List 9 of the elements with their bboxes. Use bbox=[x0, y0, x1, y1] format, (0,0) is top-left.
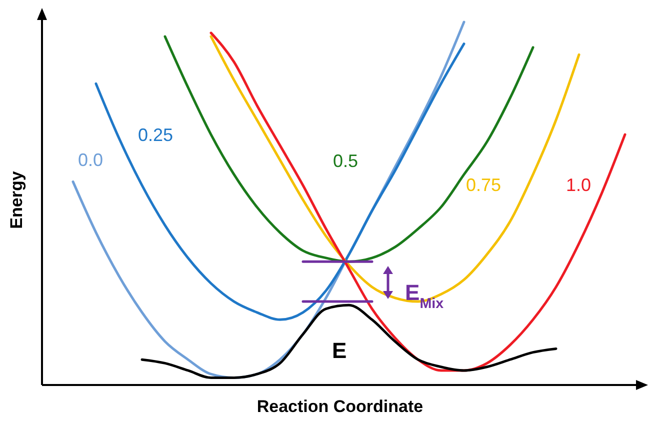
x-axis-title: Reaction Coordinate bbox=[256, 397, 424, 416]
series-label: 1.0 bbox=[566, 175, 592, 195]
series-label: 0.0 bbox=[78, 150, 104, 170]
series-label: E bbox=[332, 338, 347, 363]
series-label: 0.25 bbox=[138, 125, 174, 145]
text: 0.5 bbox=[333, 151, 358, 171]
annotation: E$_{Mix}$ bbox=[405, 280, 444, 312]
series-label: 0.75 bbox=[466, 175, 502, 195]
y-axis-title: Energy bbox=[7, 170, 26, 229]
